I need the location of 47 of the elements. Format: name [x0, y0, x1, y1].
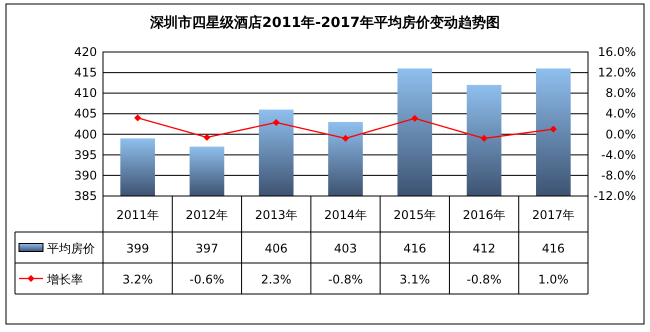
y-tick-label: 395 [74, 148, 97, 162]
y2-tick-label: 4.0% [606, 106, 636, 121]
point [203, 134, 210, 141]
y-tick-label: 390 [74, 168, 97, 182]
data-label: 416 [542, 242, 565, 256]
point [134, 114, 142, 122]
x-tick-label: 2015年 [394, 208, 436, 222]
data-label: -0.6% [190, 272, 224, 286]
y-tick-label: 420 [74, 45, 97, 59]
point [550, 126, 557, 133]
point [342, 134, 349, 142]
legend-label: 增长率 [46, 272, 83, 286]
data-label: 403 [334, 242, 357, 256]
data-label: 416 [403, 242, 426, 256]
y-tick-label: 410 [74, 86, 97, 100]
y2-tick-label: -8.0% [601, 168, 636, 182]
data-label: 399 [126, 242, 150, 256]
data-label: 412 [472, 242, 496, 256]
data-label: 2.3% [260, 272, 292, 286]
y-tick-label: 385 [74, 189, 97, 203]
y2-tick-label: 16.0% [598, 45, 636, 59]
chart-title: 深圳市四星级酒店2011年-2017年平均房价变动趋势图 [149, 14, 500, 31]
y2-tick-label: 8.0% [606, 86, 636, 100]
y-tick-label: 400 [74, 127, 97, 142]
point [272, 118, 280, 126]
y2-tick-label: -12.0% [594, 189, 636, 203]
data-label: -0.8% [466, 272, 502, 286]
x-tick-label: 2013年 [254, 208, 298, 222]
y2-tick-label: -4.0% [601, 148, 636, 162]
data-label: 397 [195, 242, 218, 256]
x-tick-label: 2012年 [186, 208, 228, 222]
point [411, 114, 418, 122]
y-tick-label: 405 [74, 106, 97, 121]
y-tick-label: 415 [74, 66, 97, 80]
x-tick-label: 2014年 [324, 208, 367, 222]
data-label: 406 [264, 242, 288, 256]
data-label: 3.1% [400, 272, 430, 286]
point [480, 134, 488, 142]
data-label: 3.2% [122, 272, 153, 286]
legend-label: 平均房价 [47, 242, 95, 256]
x-tick-label: 2011年 [116, 208, 159, 222]
x-tick-label: 2016年 [462, 208, 506, 222]
y2-tick-label: 0.0% [606, 127, 636, 142]
data-label: -0.8% [328, 272, 363, 286]
data-label: 1.0% [538, 272, 569, 286]
y2-tick-label: 12.0% [598, 66, 636, 80]
x-tick-label: 2017年 [532, 208, 575, 222]
